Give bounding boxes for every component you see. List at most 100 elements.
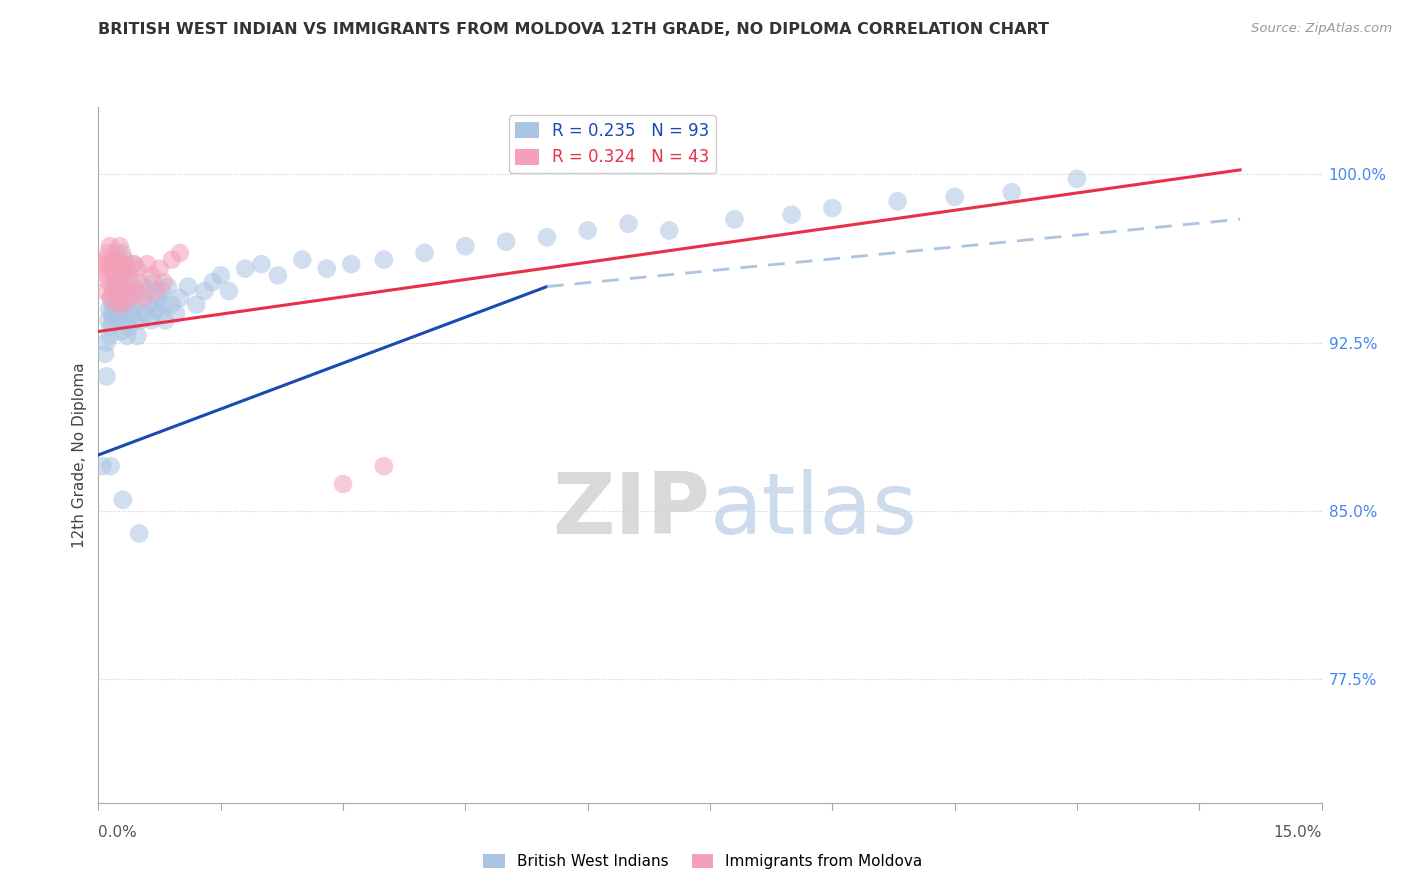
Point [536,230,558,244]
Point [97,313,120,327]
Point [576,223,599,237]
Point [152,275,174,289]
Point [96,268,118,283]
Point [141,313,163,327]
Point [107,261,129,276]
Point [108,284,131,298]
Point [267,268,290,283]
Point [127,261,149,276]
Point [115,279,138,293]
Point [118,268,141,283]
Point [121,257,143,271]
Point [111,492,134,507]
Point [141,268,163,283]
Text: 0.0%: 0.0% [98,825,138,840]
Point [101,284,124,298]
Point [111,261,134,276]
Point [138,297,160,311]
Point [105,297,128,311]
Point [454,239,477,253]
Point [142,275,165,289]
Point [149,306,172,320]
Point [96,335,118,350]
Point [108,275,131,289]
Point [169,291,191,305]
Point [160,297,183,311]
Point [201,275,224,289]
Point [110,257,132,271]
Point [101,297,124,311]
Point [93,257,115,271]
Point [115,329,138,343]
Point [98,329,121,343]
Point [104,284,127,298]
Point [233,261,256,276]
Point [121,306,143,320]
Point [165,306,187,320]
Point [136,257,159,271]
Point [160,252,183,267]
Point [315,261,337,276]
Point [117,261,139,276]
Point [117,291,139,305]
Point [100,291,122,305]
Point [128,526,150,541]
Point [1001,186,1024,200]
Point [156,279,179,293]
Point [146,291,169,305]
Point [100,306,122,320]
Point [98,239,121,253]
Point [658,223,681,237]
Point [114,257,136,271]
Point [115,306,138,320]
Point [250,257,273,271]
Point [97,246,120,260]
Point [124,313,146,327]
Point [111,297,134,311]
Point [111,246,134,260]
Point [373,252,395,267]
Point [135,306,157,320]
Point [495,235,517,249]
Point [115,284,138,298]
Point [114,284,136,298]
Point [112,313,135,327]
Point [886,194,908,209]
Point [105,257,128,271]
Point [104,268,127,283]
Point [103,275,125,289]
Point [723,212,745,227]
Legend: British West Indians, Immigrants from Moldova: British West Indians, Immigrants from Mo… [478,847,928,875]
Point [110,301,132,316]
Text: 15.0%: 15.0% [1274,825,1322,840]
Point [110,325,132,339]
Point [617,217,640,231]
Point [100,320,122,334]
Point [104,284,127,298]
Point [193,284,215,298]
Point [111,297,134,311]
Point [107,275,129,289]
Point [108,239,131,253]
Point [91,459,114,474]
Point [105,291,128,305]
Point [105,306,128,320]
Legend: R = 0.235   N = 93, R = 0.324   N = 43: R = 0.235 N = 93, R = 0.324 N = 43 [509,115,716,173]
Point [111,268,134,283]
Point [94,347,117,361]
Point [124,257,146,271]
Point [103,252,125,267]
Text: Source: ZipAtlas.com: Source: ZipAtlas.com [1251,22,1392,36]
Point [118,275,141,289]
Point [104,301,127,316]
Point [101,313,124,327]
Point [780,208,803,222]
Point [101,284,124,298]
Point [100,291,122,305]
Point [186,297,208,311]
Point [91,261,114,276]
Text: ZIP: ZIP [553,469,710,552]
Point [108,313,131,327]
Point [128,297,150,311]
Point [136,284,159,298]
